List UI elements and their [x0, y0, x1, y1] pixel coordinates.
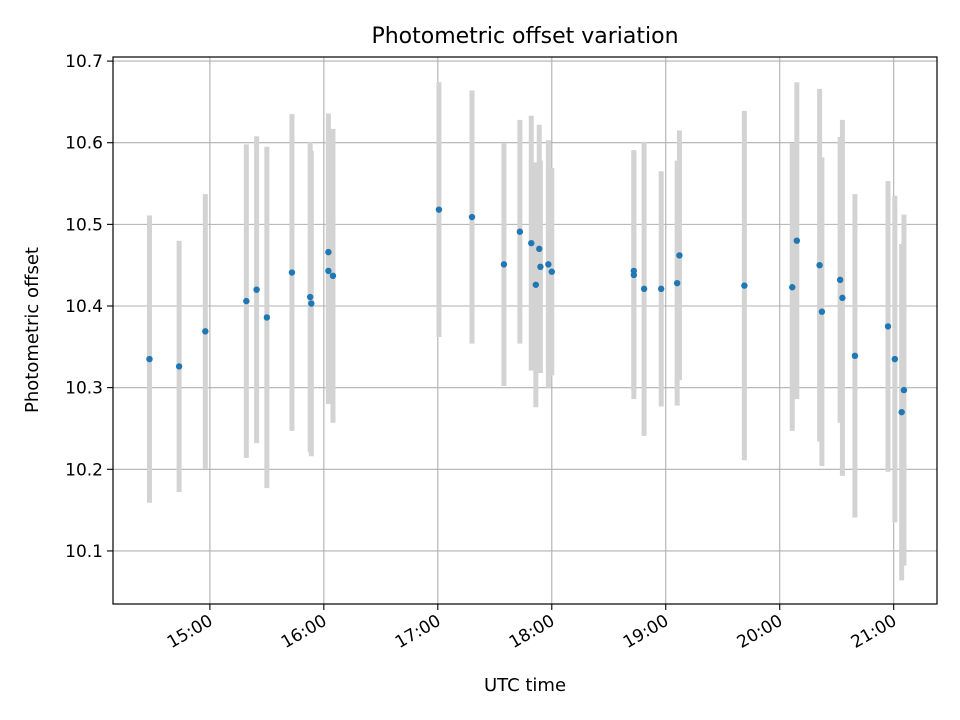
data-point — [288, 269, 296, 276]
data-point — [548, 268, 555, 275]
data-point — [839, 294, 846, 302]
chart-title: Photometric offset variation — [371, 24, 678, 49]
data-point — [657, 285, 665, 293]
data-point — [537, 263, 544, 271]
y-tick-label: 10.7 — [65, 52, 103, 72]
data-point — [640, 285, 648, 293]
x-tick-label: 21:00 — [848, 611, 900, 653]
data-point — [673, 279, 681, 287]
x-tick-label: 18:00 — [506, 611, 558, 653]
data-point — [308, 300, 315, 307]
x-tick-label: 16:00 — [278, 611, 330, 653]
data-point — [243, 297, 250, 305]
data-point — [500, 261, 508, 268]
y-tick-label: 10.4 — [65, 297, 103, 317]
data-point — [793, 237, 801, 244]
y-tick-label: 10.3 — [65, 379, 103, 399]
plot-frame — [112, 56, 938, 605]
data-point — [789, 284, 796, 291]
data-point — [175, 363, 183, 370]
y-tick-label: 10.5 — [65, 215, 103, 235]
grid-lines — [113, 57, 937, 604]
data-point — [630, 271, 638, 279]
x-tick-label: 19:00 — [620, 611, 672, 653]
data-point — [516, 228, 524, 235]
data-point — [851, 352, 859, 360]
data-point — [816, 261, 823, 269]
data-point — [435, 206, 443, 213]
x-tick-label: 15:00 — [164, 611, 216, 653]
data-point — [536, 245, 543, 253]
y-tick-label: 10.6 — [65, 134, 103, 154]
x-axis-ticks: 15:00 16:00 17:00 18:00 19:00 20:00 21:00 — [164, 604, 900, 653]
data-point — [818, 308, 826, 315]
data-point — [741, 282, 748, 289]
data-point — [532, 281, 540, 288]
x-tick-label: 20:00 — [734, 611, 786, 653]
data-point — [836, 276, 844, 284]
data-point — [900, 386, 908, 394]
y-tick-label: 10.1 — [65, 542, 103, 562]
data-point — [202, 328, 209, 335]
data-point — [528, 239, 535, 247]
x-tick-label: 17:00 — [392, 611, 444, 653]
data-point — [329, 272, 337, 279]
data-point — [325, 248, 332, 256]
y-axis-label: Photometric offset — [22, 247, 43, 413]
data-point — [676, 252, 683, 259]
data-point — [884, 323, 892, 330]
error-bars — [146, 82, 907, 581]
x-axis-label: UTC time — [484, 675, 566, 696]
data-point — [468, 213, 476, 221]
data-point — [545, 261, 552, 268]
data-point — [898, 408, 905, 416]
data-point — [263, 314, 271, 321]
data-point — [325, 267, 332, 275]
y-tick-label: 10.2 — [65, 460, 103, 480]
y-axis-ticks: 10.1 10.2 10.3 10.4 10.5 10.6 10.7 — [65, 52, 113, 562]
data-point — [253, 286, 260, 293]
data-points — [146, 206, 908, 416]
data-point — [891, 355, 899, 363]
data-point — [306, 293, 314, 301]
data-point — [146, 355, 153, 363]
